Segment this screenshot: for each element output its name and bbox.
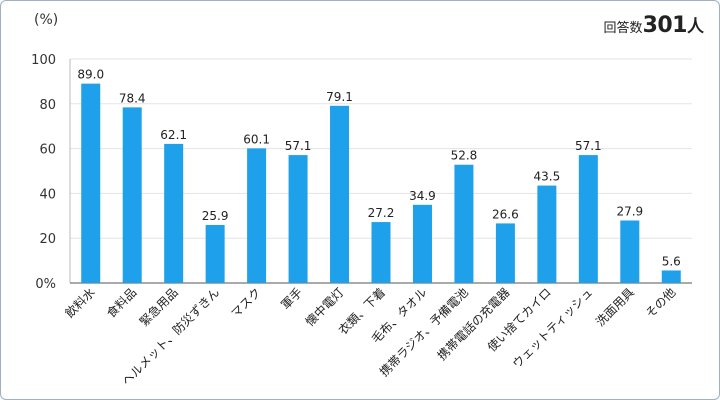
data-label: 43.5: [534, 170, 561, 184]
x-tick-label: 洗面用具: [593, 285, 637, 329]
y-tick-label: 80: [39, 98, 56, 113]
data-label: 78.4: [119, 91, 146, 105]
data-label: 26.6: [492, 207, 519, 221]
x-tick-label: 食料品: [103, 285, 139, 321]
data-label: 62.1: [160, 128, 187, 142]
respondent-count-label: 回答数: [603, 21, 643, 36]
x-tick-label: 軍手: [278, 285, 305, 312]
y-tick-label: 20: [39, 232, 56, 247]
bar-5: [247, 148, 267, 283]
bar-4: [205, 224, 225, 283]
data-label: 5.6: [662, 254, 681, 268]
respondent-count-number: 301: [642, 13, 688, 38]
data-label: 57.1: [575, 139, 602, 153]
bar-2: [122, 107, 142, 283]
data-label: 79.1: [326, 90, 353, 104]
data-label: 60.1: [243, 132, 270, 146]
bar-14: [620, 220, 640, 283]
bar-8: [371, 222, 391, 283]
bar-10: [454, 164, 474, 283]
x-tick-label: 飲料水: [62, 285, 98, 321]
data-label: 27.2: [368, 206, 395, 220]
x-tick-label: マスク: [228, 285, 263, 320]
y-tick-label: 60: [39, 143, 56, 158]
x-tick-label: 携帯電話の充電器: [434, 285, 512, 363]
y-tick-label: 0%: [35, 277, 56, 292]
bar-12: [537, 185, 557, 283]
bar-7: [330, 105, 350, 283]
bar-3: [164, 143, 184, 283]
bar-9: [412, 204, 432, 283]
data-label: 57.1: [285, 139, 312, 153]
bar-13: [578, 155, 598, 283]
x-tick-label: ウェットティッシュ: [510, 285, 596, 371]
bar-11: [495, 223, 515, 283]
respondent-count-unit: 人: [687, 17, 704, 37]
bar-15: [661, 270, 681, 283]
bar-1: [81, 83, 101, 283]
data-label: 89.0: [77, 68, 104, 82]
data-label: 25.9: [202, 209, 229, 223]
y-tick-label: 40: [39, 187, 56, 202]
data-label: 52.8: [451, 149, 478, 163]
bar-6: [288, 155, 308, 283]
x-tick-label: その他: [643, 285, 678, 320]
respondent-count: 回答数301人: [604, 12, 704, 38]
data-label: 27.9: [616, 205, 643, 219]
data-label: 34.9: [409, 189, 436, 203]
y-axis-unit-label: (%): [34, 12, 59, 28]
y-tick-label: 100: [31, 53, 56, 68]
